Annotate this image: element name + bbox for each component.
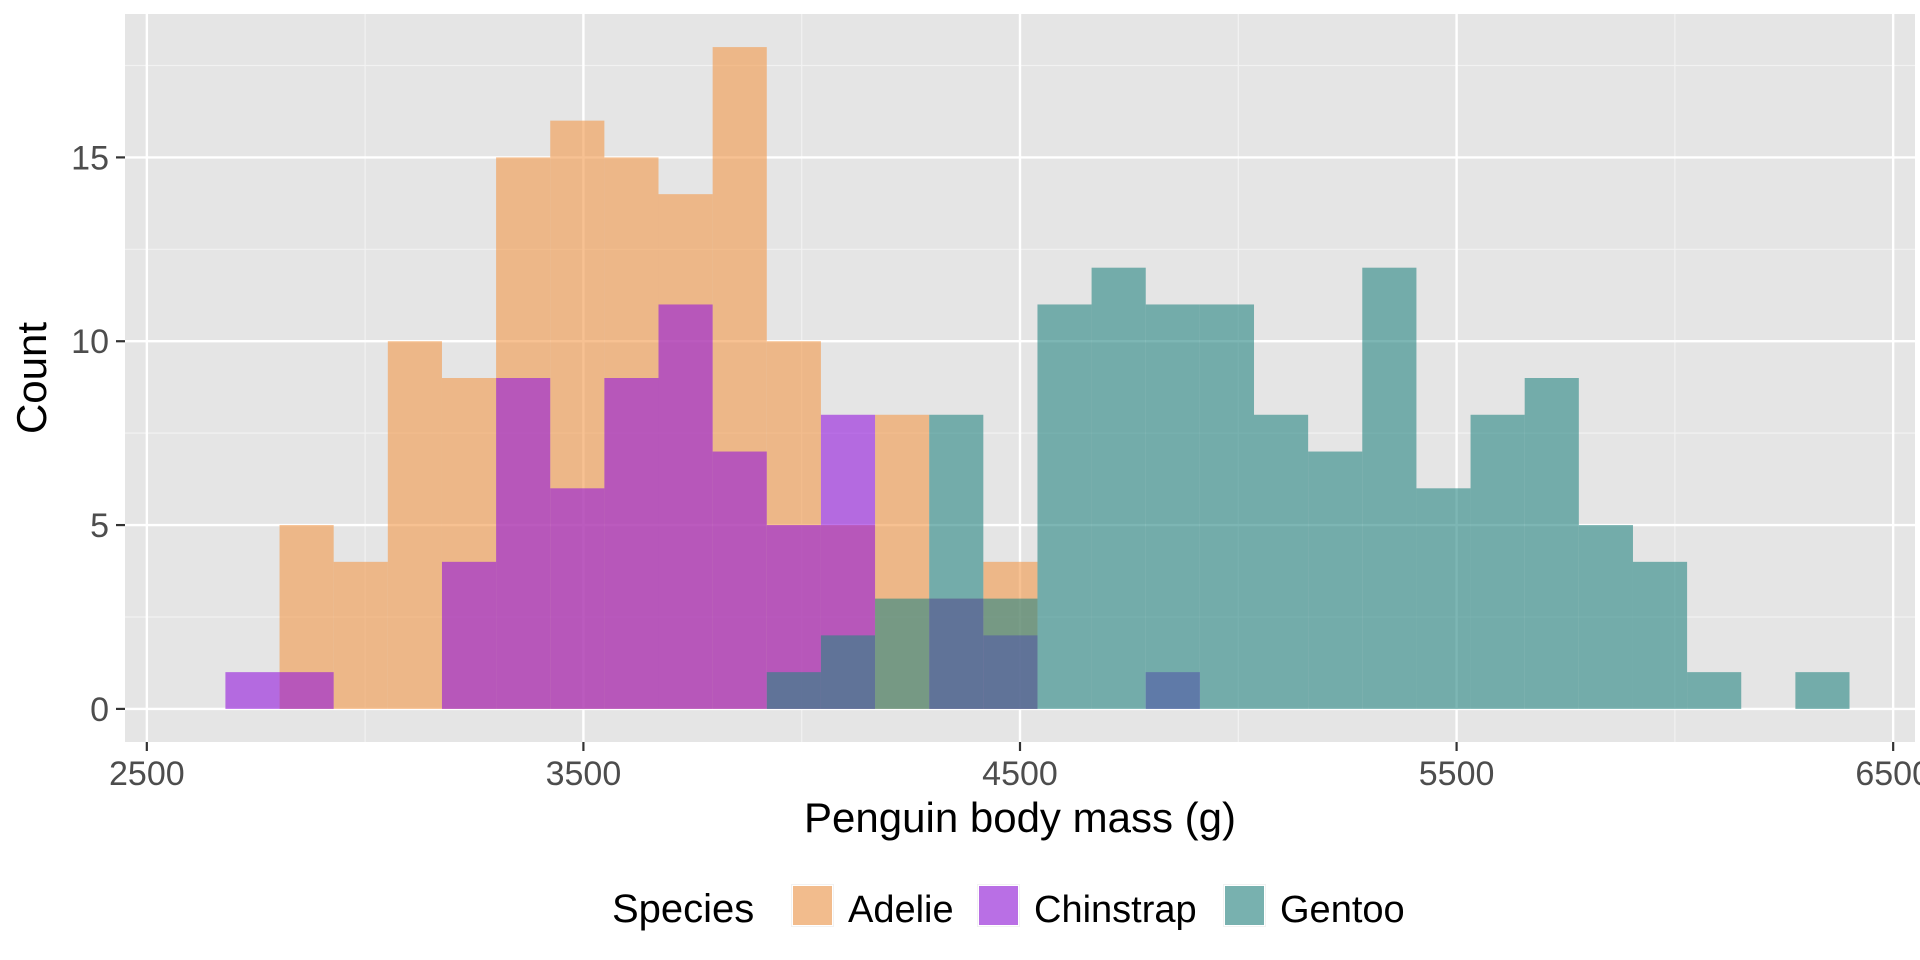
legend: Species Adelie Chinstrap Gentoo — [612, 884, 1405, 931]
bar-gentoo — [1578, 525, 1633, 709]
bar-gentoo — [1362, 267, 1417, 709]
bar-gentoo — [1524, 378, 1579, 709]
x-tick-label: 3500 — [546, 755, 622, 793]
bar-gentoo — [1037, 304, 1092, 709]
x-axis-title: Penguin body mass (g) — [804, 794, 1236, 841]
y-tick-label: 0 — [90, 691, 109, 729]
bar-gentoo — [1632, 561, 1688, 709]
x-tick-label: 2500 — [109, 755, 185, 793]
bar-chinstrap — [712, 451, 767, 709]
bar-chinstrap — [550, 488, 605, 709]
bar-chinstrap — [658, 304, 713, 709]
bar-gentoo — [1091, 267, 1146, 709]
bar-chinstrap — [604, 378, 659, 709]
bar-chinstrap — [441, 561, 497, 709]
bar-adelie — [387, 341, 442, 709]
bar-gentoo — [1687, 672, 1742, 709]
bar-gentoo — [983, 598, 1038, 709]
bar-gentoo — [1470, 414, 1525, 709]
legend-label-gentoo: Gentoo — [1280, 889, 1405, 931]
bar-gentoo — [929, 414, 984, 709]
bar-chinstrap — [496, 378, 551, 709]
bar-gentoo — [766, 672, 821, 709]
bar-adelie — [333, 561, 388, 709]
bar-chinstrap — [279, 672, 334, 709]
legend-key-gentoo — [1224, 885, 1265, 926]
x-tick-label: 4500 — [982, 755, 1058, 793]
legend-label-chinstrap: Chinstrap — [1034, 889, 1197, 931]
x-tick-label: 5500 — [1419, 755, 1495, 793]
bar-chinstrap — [225, 672, 280, 709]
bar-gentoo — [875, 598, 930, 709]
bar-gentoo — [1308, 451, 1363, 709]
bar-gentoo — [1416, 488, 1471, 709]
bar-gentoo — [820, 635, 876, 709]
y-axis-title: Count — [8, 322, 55, 434]
y-tick-label: 5 — [90, 507, 109, 545]
legend-title: Species — [612, 887, 754, 931]
y-tick-label: 10 — [71, 323, 109, 361]
bar-gentoo — [1145, 304, 1200, 709]
histogram-bars — [225, 47, 1850, 709]
legend-label-adelie: Adelie — [848, 889, 954, 931]
y-tick-label: 15 — [71, 139, 109, 177]
bar-gentoo — [1795, 672, 1850, 709]
bar-gentoo — [1199, 304, 1255, 709]
bar-gentoo — [1254, 414, 1309, 709]
series-gentoo — [766, 267, 1850, 709]
legend-key-adelie — [792, 885, 833, 926]
legend-key-chinstrap — [978, 885, 1019, 926]
